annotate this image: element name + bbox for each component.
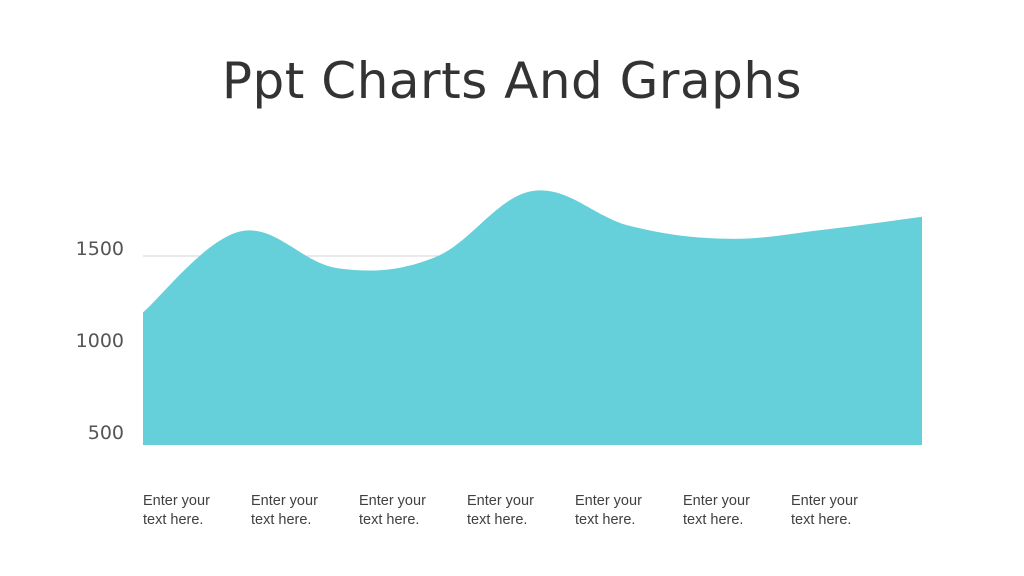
x-category-label: Enter your text here. [251,492,351,530]
x-category-line: text here. [467,512,528,528]
x-category-label: Enter your text here. [791,492,891,530]
y-tick-label: 1000 [76,330,124,352]
x-category-line: text here. [683,512,744,528]
y-tick-label: 500 [88,422,124,444]
x-category-line: Enter your [251,493,318,509]
x-category-line: Enter your [467,493,534,509]
x-category-line: text here. [143,512,204,528]
x-category-line: text here. [575,512,636,528]
x-category-line: Enter your [143,493,210,509]
x-category-line: Enter your [791,493,858,509]
x-category-line: text here. [251,512,312,528]
x-category-label: Enter your text here. [467,492,567,530]
x-category-label: Enter your text here. [359,492,459,530]
x-category-line: text here. [359,512,420,528]
slide-title: Ppt Charts And Graphs [221,52,803,110]
x-category-line: text here. [791,512,852,528]
x-category-label: Enter your text here. [143,492,243,530]
x-category-line: Enter your [683,493,750,509]
y-tick-label: 1500 [76,238,124,260]
x-category-line: Enter your [359,493,426,509]
x-category-label: Enter your text here. [575,492,675,530]
x-category-label: Enter your text here. [683,492,783,530]
x-category-line: Enter your [575,493,642,509]
area-series [143,190,922,445]
